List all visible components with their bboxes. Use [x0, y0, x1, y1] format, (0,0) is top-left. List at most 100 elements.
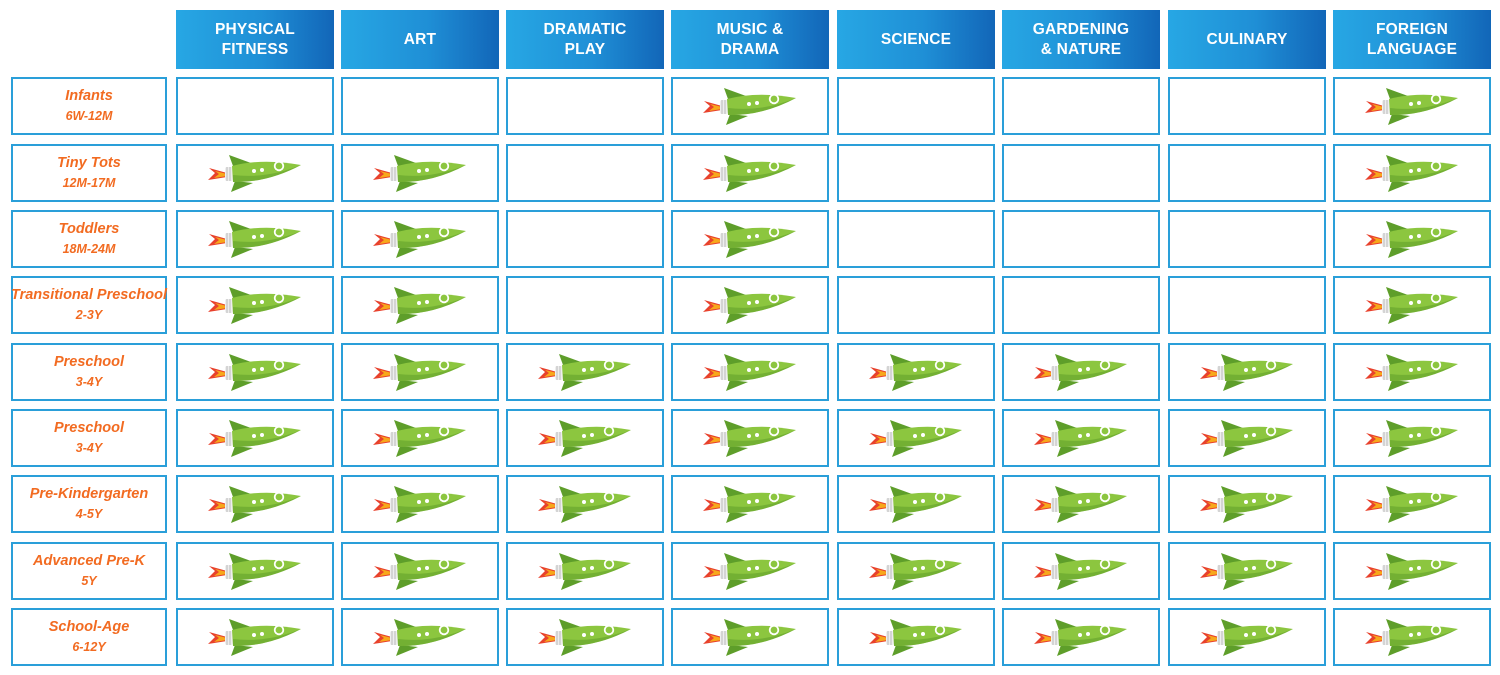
rocket-icon — [1034, 486, 1127, 523]
program-cell — [341, 210, 499, 268]
rocket-icon — [703, 354, 796, 391]
program-cell — [837, 144, 995, 202]
program-cell — [506, 276, 664, 334]
rocket-icon — [703, 88, 796, 125]
program-cell — [837, 276, 995, 334]
program-cell — [176, 77, 334, 135]
program-cell — [1333, 475, 1491, 533]
column-header: GARDENING & NATURE — [1002, 10, 1160, 69]
age-range: 3-4Y — [75, 375, 103, 389]
rocket-icon — [1200, 553, 1293, 590]
rocket-icon — [1365, 354, 1458, 391]
row-label: Tiny Tots 12M-17M — [11, 144, 167, 202]
program-cell — [1168, 210, 1326, 268]
column-header-label: FOREIGN LANGUAGE — [1366, 20, 1458, 58]
rocket-icon — [373, 420, 466, 457]
program-cell — [1333, 542, 1491, 600]
row-label: School-Age 6-12Y — [11, 608, 167, 666]
age-range: 12M-17M — [62, 176, 116, 190]
column-header-label: CULINARY — [1206, 30, 1288, 48]
program-cell — [671, 343, 829, 401]
column-header: MUSIC & DRAMA — [671, 10, 829, 69]
program-cell — [1333, 608, 1491, 666]
age-group-name: Transitional Preschool — [10, 287, 168, 303]
program-cell — [176, 144, 334, 202]
age-group-name: Preschool — [53, 354, 125, 370]
program-cell — [341, 542, 499, 600]
row-label: Preschool 3-4Y — [11, 343, 167, 401]
program-cell — [837, 343, 995, 401]
program-cell — [1333, 210, 1491, 268]
program-cell — [1002, 144, 1160, 202]
rocket-icon — [1034, 354, 1127, 391]
program-cell — [671, 210, 829, 268]
program-cell — [1168, 276, 1326, 334]
rocket-icon — [1365, 553, 1458, 590]
row-label: Transitional Preschool 2-3Y — [11, 276, 167, 334]
program-cell — [176, 276, 334, 334]
rocket-icon — [373, 553, 466, 590]
rocket-icon — [1034, 420, 1127, 457]
column-header: DRAMATIC PLAY — [506, 10, 664, 69]
program-cell — [837, 77, 995, 135]
program-cell — [1002, 276, 1160, 334]
program-cell — [1002, 608, 1160, 666]
program-cell — [671, 276, 829, 334]
program-cell — [671, 608, 829, 666]
age-range: 6W-12M — [65, 109, 113, 123]
row-label: Toddlers 18M-24M — [11, 210, 167, 268]
column-header-label: SCIENCE — [880, 30, 952, 48]
rocket-icon — [703, 287, 796, 324]
program-cell — [1168, 475, 1326, 533]
program-cell — [1333, 77, 1491, 135]
rocket-icon — [869, 553, 962, 590]
program-cell — [341, 77, 499, 135]
rocket-icon — [703, 155, 796, 192]
rocket-icon — [703, 221, 796, 258]
rocket-icon — [538, 420, 631, 457]
program-cell — [506, 144, 664, 202]
column-header: FOREIGN LANGUAGE — [1333, 10, 1491, 69]
rocket-icon — [1365, 619, 1458, 656]
rocket-icon — [703, 619, 796, 656]
program-cell — [176, 210, 334, 268]
program-cell — [837, 542, 995, 600]
rocket-icon — [869, 354, 962, 391]
program-cell — [506, 542, 664, 600]
rocket-icon — [703, 553, 796, 590]
rocket-icon — [869, 486, 962, 523]
rocket-icon — [373, 287, 466, 324]
age-range: 4-5Y — [75, 507, 103, 521]
age-group-name: Toddlers — [58, 221, 120, 237]
column-header: CULINARY — [1168, 10, 1326, 69]
age-group-name: Tiny Tots — [57, 155, 121, 171]
age-group-name: Advanced Pre-K — [32, 553, 145, 569]
rocket-icon — [373, 619, 466, 656]
rocket-icon — [208, 619, 301, 656]
program-cell — [176, 475, 334, 533]
program-cell — [837, 409, 995, 467]
program-cell — [1002, 77, 1160, 135]
rocket-icon — [538, 486, 631, 523]
rocket-icon — [373, 486, 466, 523]
rocket-icon — [373, 221, 466, 258]
program-cell — [1002, 475, 1160, 533]
row-label: Infants 6W-12M — [11, 77, 167, 135]
program-cell — [1168, 608, 1326, 666]
program-cell — [176, 343, 334, 401]
rocket-icon — [1200, 420, 1293, 457]
age-group-name: Infants — [65, 88, 113, 104]
age-range: 5Y — [81, 574, 97, 588]
program-cell — [341, 409, 499, 467]
rocket-icon — [208, 420, 301, 457]
column-header-label: MUSIC & DRAMA — [716, 20, 784, 58]
rocket-icon — [538, 619, 631, 656]
rocket-icon — [538, 354, 631, 391]
row-label: Advanced Pre-K 5Y — [11, 542, 167, 600]
rocket-icon — [208, 486, 301, 523]
program-cell — [506, 77, 664, 135]
rocket-icon — [703, 486, 796, 523]
program-cell — [671, 475, 829, 533]
row-label: Pre-Kindergarten 4-5Y — [11, 475, 167, 533]
column-header-label: DRAMATIC PLAY — [543, 20, 627, 58]
